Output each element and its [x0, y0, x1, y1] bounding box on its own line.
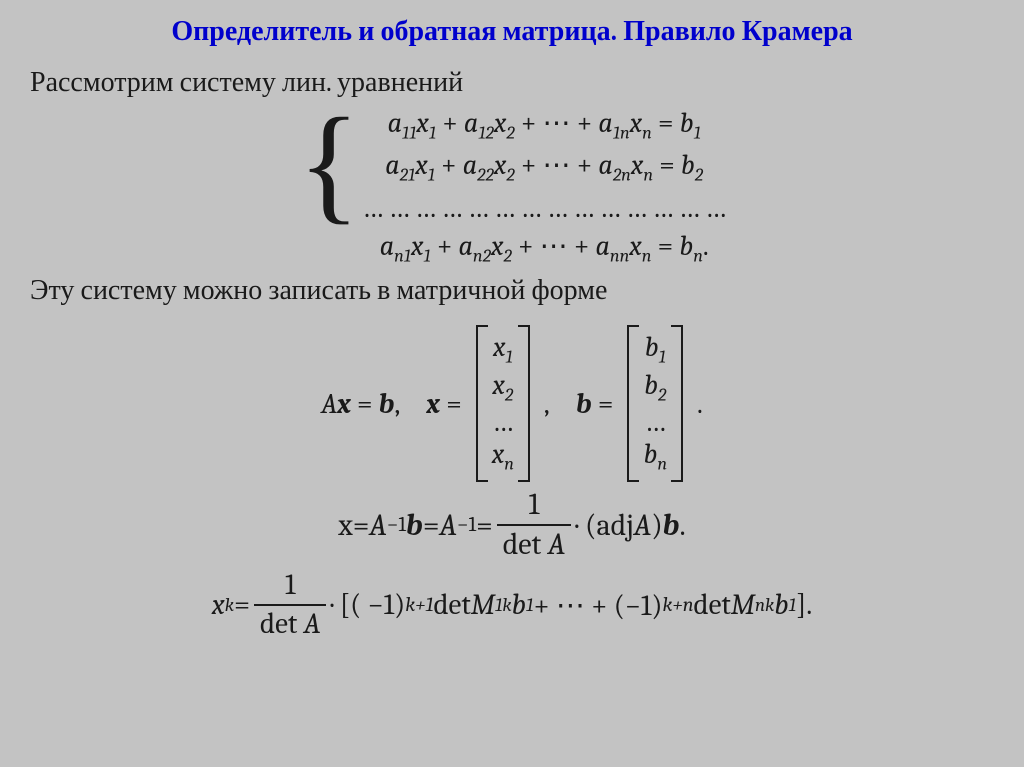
page-title: Определитель и обратная матрица. Правило… [30, 15, 994, 48]
equation-row-2: a21x1 + a22x2 + ⋯ + a2nxn = b2 [362, 147, 726, 187]
vector-x: x1 x2 … xn [476, 325, 530, 482]
left-brace-icon: { [298, 99, 360, 268]
intro-paragraph: Рассмотрим систему лин. уравнений [30, 66, 994, 99]
equation-row-1: a11x1 + a12x2 + ⋯ + a1nxn = b1 [362, 105, 726, 145]
vector-b: b1 b2 … bn [627, 325, 683, 482]
inverse-formula: x = A−1b = A−1 = 1 det A · (adj A)b. [30, 488, 994, 563]
slide: Определитель и обратная матрица. Правило… [0, 0, 1024, 767]
matrix-definition: Ax = b, x = x1 x2 … xn , b = b1 b2 [30, 325, 994, 482]
system-equations: { a11x1 + a12x2 + ⋯ + a1nxn = b1 a21x1 +… [30, 105, 994, 268]
fraction-1-over-detA: 1 det A [497, 488, 572, 563]
equation-row-n: an1x1 + an2x2 + ⋯ + annxn = bn. [362, 228, 726, 268]
matrix-form-paragraph: Эту систему можно записать в матричной ф… [30, 274, 994, 307]
fraction-1-over-detA-2: 1 det A [254, 569, 326, 642]
cramer-xk-formula: xk = 1 det A · [( −1)k+1 det M1k b1 + ⋯ … [30, 569, 994, 642]
equation-row-dots: … … … … … … … … … … … … … … [362, 190, 726, 226]
